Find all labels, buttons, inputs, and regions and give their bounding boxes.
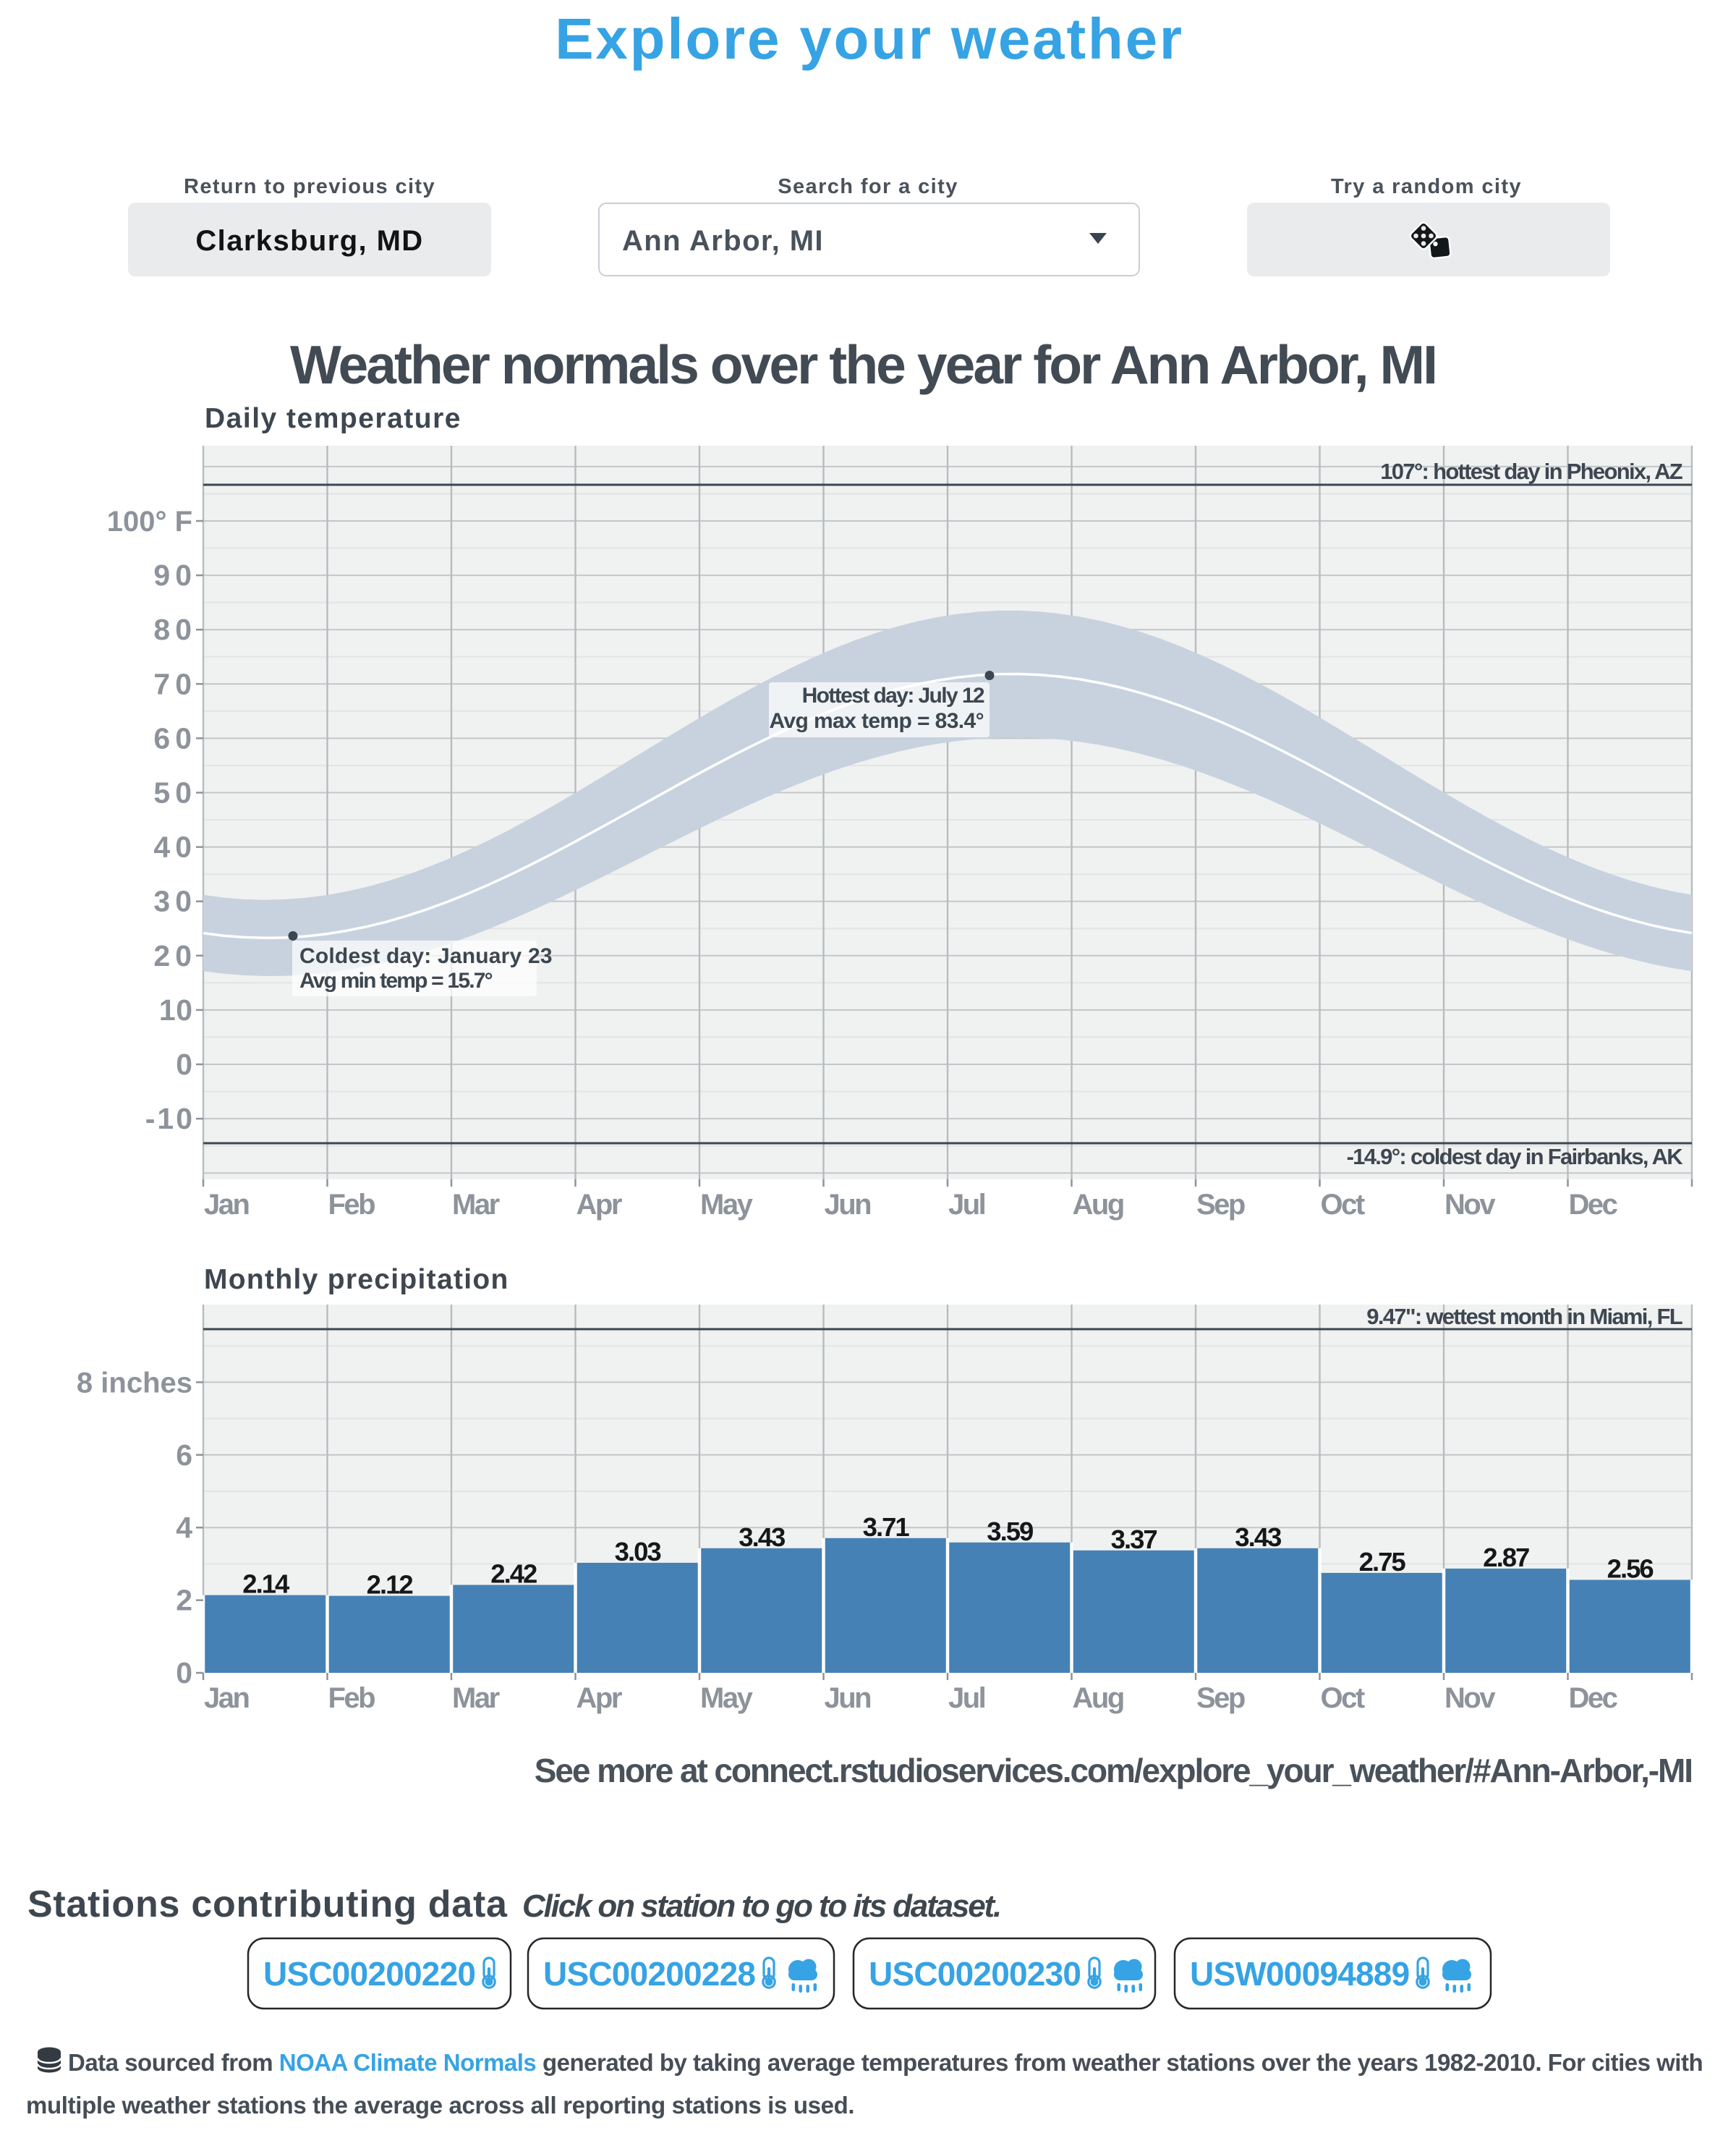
svg-text:30: 30	[153, 885, 197, 918]
svg-text:Avg min temp = 15.7°: Avg min temp = 15.7°	[299, 969, 493, 993]
svg-text:Jan: Jan	[204, 1189, 248, 1221]
svg-text:Weather normals over the year: Weather normals over the year for Ann Ar…	[290, 334, 1436, 395]
svg-text:Click on station to go to its: Click on station to go to its dataset.	[522, 1888, 1000, 1924]
svg-text:Nov: Nov	[1444, 1189, 1496, 1221]
svg-text:Oct: Oct	[1321, 1682, 1365, 1714]
svg-text:USW00094889: USW00094889	[1190, 1955, 1409, 1993]
svg-text:2.42: 2.42	[490, 1559, 537, 1589]
svg-text:May: May	[700, 1682, 754, 1714]
svg-text:-10: -10	[145, 1102, 195, 1135]
svg-text:Dec: Dec	[1569, 1189, 1618, 1221]
svg-text:Jun: Jun	[825, 1189, 871, 1221]
svg-text:3.71: 3.71	[863, 1512, 910, 1542]
svg-text:Jun: Jun	[825, 1682, 871, 1714]
svg-text:Apr: Apr	[576, 1189, 622, 1221]
svg-text:Search for a city: Search for a city	[778, 175, 958, 198]
svg-text:20: 20	[153, 939, 197, 972]
svg-text:Mar: Mar	[452, 1682, 500, 1714]
svg-text:-14.9°: coldest day in Fairban: -14.9°: coldest day in Fairbanks, AK	[1347, 1144, 1684, 1169]
svg-text:Dec: Dec	[1569, 1682, 1618, 1714]
svg-text:0: 0	[176, 1656, 192, 1689]
svg-text:2.87: 2.87	[1483, 1543, 1529, 1572]
svg-text:Sep: Sep	[1196, 1189, 1245, 1221]
svg-text:Stations contributing data: Stations contributing data	[27, 1883, 508, 1925]
svg-text:50: 50	[153, 776, 197, 810]
svg-text:May: May	[700, 1189, 754, 1221]
svg-text:6: 6	[176, 1438, 192, 1472]
svg-text:USC00200230: USC00200230	[869, 1955, 1081, 1993]
svg-text:2: 2	[176, 1584, 192, 1617]
svg-text:3.59: 3.59	[987, 1517, 1033, 1546]
svg-text:2.14: 2.14	[242, 1569, 290, 1599]
svg-text:Nov: Nov	[1444, 1682, 1496, 1714]
svg-text:70: 70	[153, 667, 197, 700]
svg-text:USC00200220: USC00200220	[263, 1955, 475, 1993]
svg-text:Aug: Aug	[1073, 1682, 1123, 1714]
svg-text:Return to previous city: Return to previous city	[184, 175, 435, 198]
svg-text:10: 10	[159, 993, 193, 1027]
svg-text:Apr: Apr	[576, 1682, 622, 1714]
svg-text:4: 4	[176, 1511, 192, 1544]
svg-text:Mar: Mar	[452, 1189, 500, 1221]
svg-text:Clarksburg, MD: Clarksburg, MD	[195, 225, 423, 257]
svg-text:9.47": wettest month in Miami,: 9.47": wettest month in Miami, FL	[1366, 1304, 1682, 1329]
svg-text:Daily temperature: Daily temperature	[205, 403, 461, 434]
svg-text:Avg max temp = 83.4°: Avg max temp = 83.4°	[769, 709, 984, 733]
svg-text:100° F: 100° F	[107, 506, 192, 538]
svg-text:Monthly precipitation: Monthly precipitation	[204, 1264, 509, 1295]
svg-text:8 inches: 8 inches	[77, 1367, 192, 1399]
svg-text:0: 0	[176, 1048, 192, 1081]
svg-text:3.43: 3.43	[1235, 1522, 1281, 1552]
svg-text:3.43: 3.43	[739, 1522, 785, 1552]
svg-text:107°: hottest day in Pheonix,: 107°: hottest day in Pheonix, AZ	[1380, 459, 1683, 484]
svg-text:multiple weather stations the: multiple weather stations the average ac…	[26, 2092, 854, 2119]
svg-text:Jan: Jan	[204, 1682, 248, 1714]
svg-text:90: 90	[153, 559, 197, 592]
svg-text:Feb: Feb	[328, 1189, 375, 1221]
svg-text:2.12: 2.12	[367, 1570, 413, 1600]
svg-text:Jul: Jul	[948, 1189, 985, 1221]
svg-text:2.75: 2.75	[1359, 1547, 1406, 1577]
svg-text:3.37: 3.37	[1111, 1525, 1157, 1554]
svg-text:USC00200228: USC00200228	[543, 1955, 755, 1993]
svg-text:Feb: Feb	[328, 1682, 375, 1714]
svg-text:Try a random city: Try a random city	[1331, 175, 1522, 198]
svg-text:60: 60	[153, 721, 197, 755]
svg-text:40: 40	[153, 831, 197, 864]
svg-text:2.56: 2.56	[1607, 1554, 1654, 1584]
svg-text:Aug: Aug	[1073, 1189, 1123, 1221]
svg-text:3.03: 3.03	[615, 1537, 661, 1566]
svg-text:Sep: Sep	[1196, 1682, 1245, 1714]
svg-text:80: 80	[153, 613, 197, 646]
svg-text:Jul: Jul	[948, 1682, 985, 1714]
svg-text:Oct: Oct	[1321, 1189, 1365, 1221]
svg-text:Explore your weather: Explore your weather	[555, 7, 1184, 71]
svg-text:Data sourced from NOAA Climate: Data sourced from NOAA Climate Normals g…	[68, 2049, 1703, 2076]
svg-text:Ann Arbor, MI: Ann Arbor, MI	[622, 225, 824, 257]
svg-text:Coldest day: January 23: Coldest day: January 23	[299, 944, 553, 968]
svg-text:See more at connect.rstudioser: See more at connect.rstudioservices.com/…	[535, 1752, 1692, 1789]
svg-text:Hottest day: July 12: Hottest day: July 12	[802, 684, 984, 708]
